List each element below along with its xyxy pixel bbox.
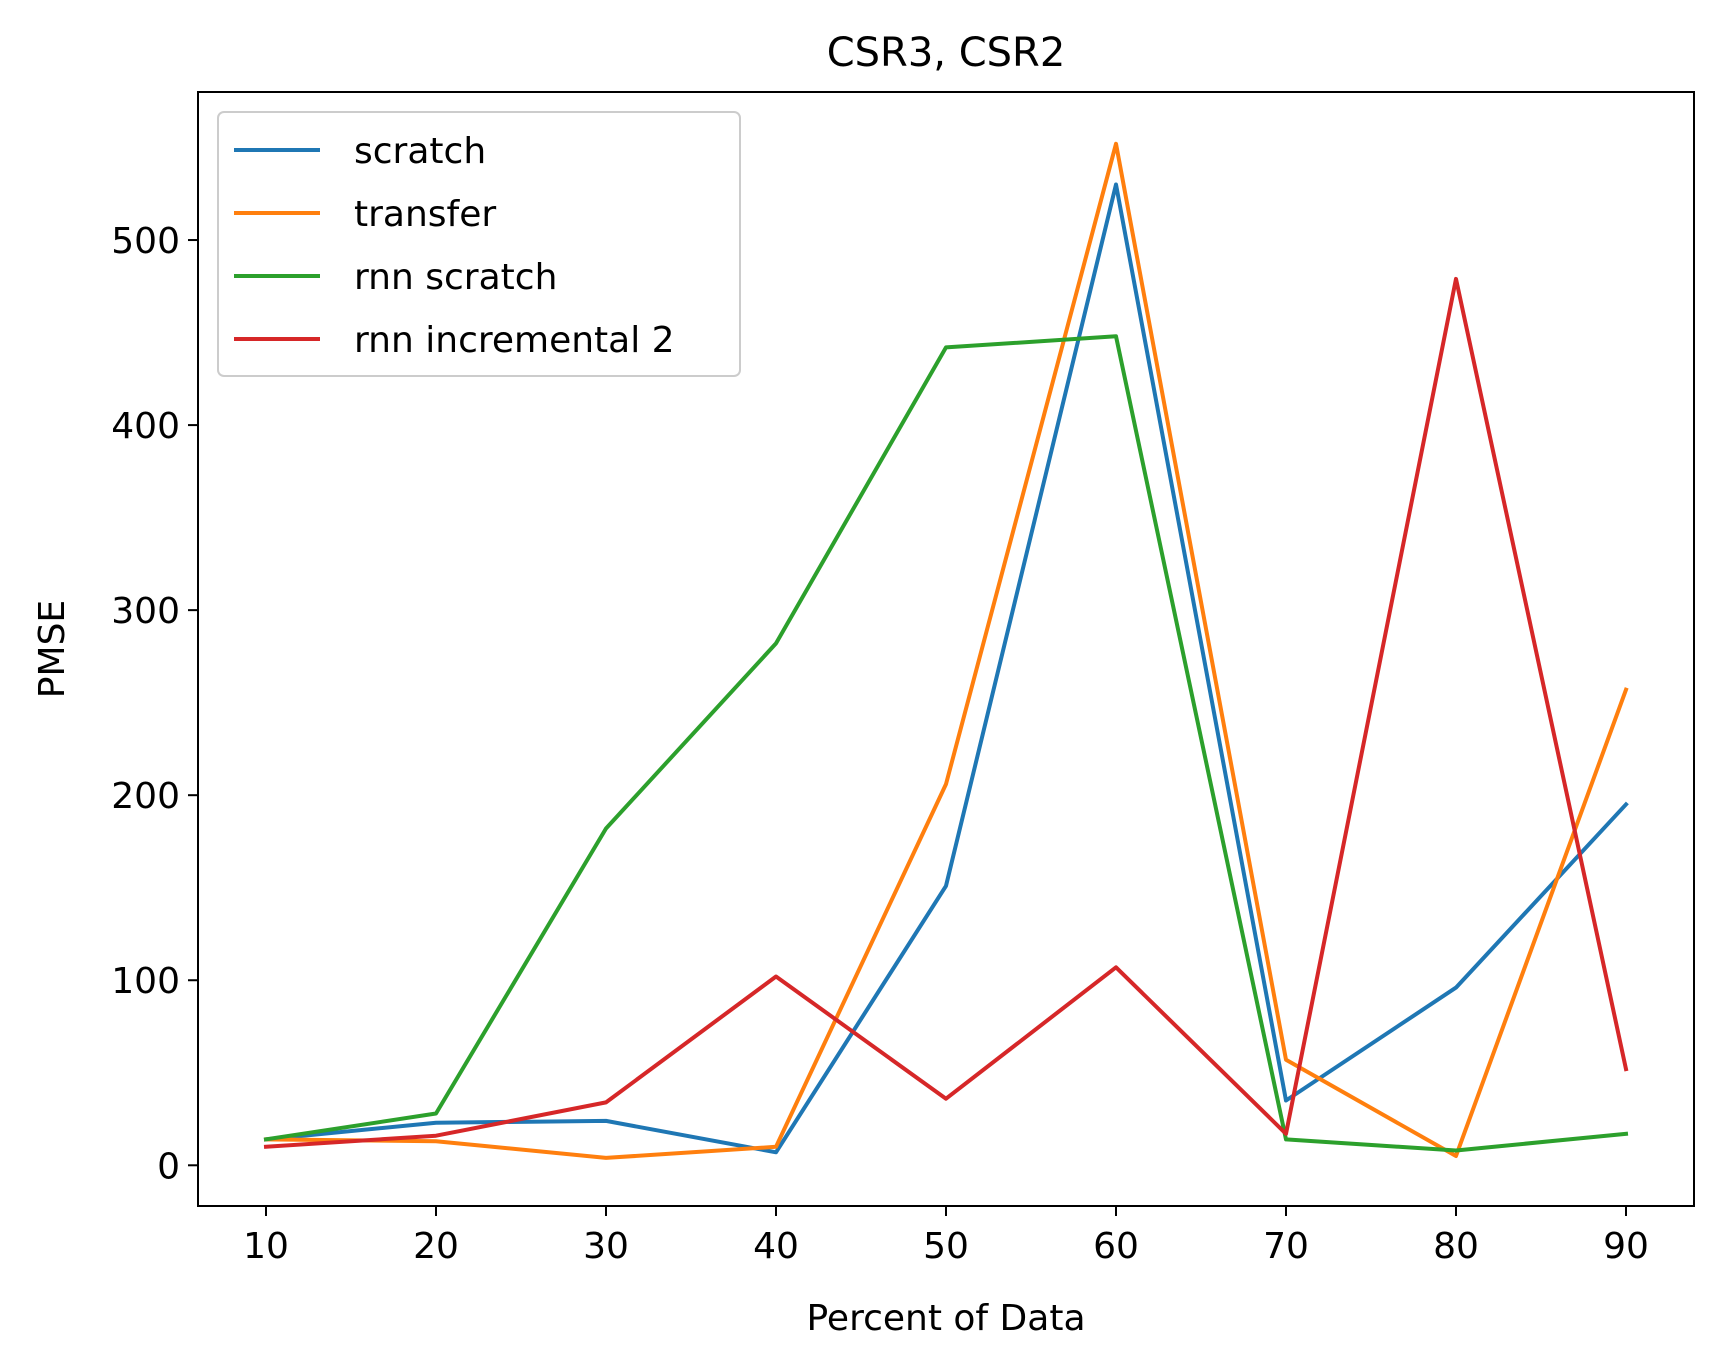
y-axis-label: PMSE — [32, 600, 73, 698]
x-axis: 10 20 30 40 50 60 70 80 90 — [243, 1206, 1649, 1267]
y-tick-label: 200 — [111, 776, 180, 817]
x-tick-label: 90 — [1603, 1226, 1649, 1267]
chart-title: CSR3, CSR2 — [827, 30, 1066, 76]
x-tick-label: 50 — [923, 1226, 969, 1267]
series-line-rnn-scratch — [263, 334, 1629, 1153]
legend-label: rnn scratch — [354, 257, 557, 298]
series-layer — [263, 141, 1629, 1160]
x-tick-label: 20 — [413, 1226, 459, 1267]
legend-box — [217, 111, 741, 377]
x-tick-label: 10 — [243, 1226, 289, 1267]
y-tick-label: 100 — [111, 961, 180, 1002]
y-axis: 0 100 200 300 400 500 — [111, 221, 198, 1187]
x-tick-label: 60 — [1093, 1226, 1139, 1267]
x-tick-label: 30 — [583, 1226, 629, 1267]
x-tick-label: 80 — [1433, 1226, 1479, 1267]
legend-label: scratch — [354, 131, 486, 172]
plot-frame — [197, 91, 1695, 1207]
x-tick-label: 70 — [1263, 1226, 1309, 1267]
x-axis-label: Percent of Data — [807, 1298, 1086, 1339]
series-line-transfer — [263, 141, 1629, 1160]
legend: scratch transfer rnn scratch rnn incrementa… — [217, 111, 741, 377]
legend-label: transfer — [354, 194, 496, 235]
x-tick-label: 40 — [753, 1226, 799, 1267]
legend-label: rnn incremental 2 — [354, 320, 675, 361]
y-tick-label: 500 — [111, 221, 180, 262]
y-tick-label: 0 — [157, 1146, 180, 1187]
series-line-rnn-incremental-2 — [263, 276, 1629, 1149]
y-tick-label: 400 — [111, 406, 180, 447]
series-line-scratch — [263, 182, 1629, 1155]
y-tick-label: 300 — [111, 591, 180, 632]
